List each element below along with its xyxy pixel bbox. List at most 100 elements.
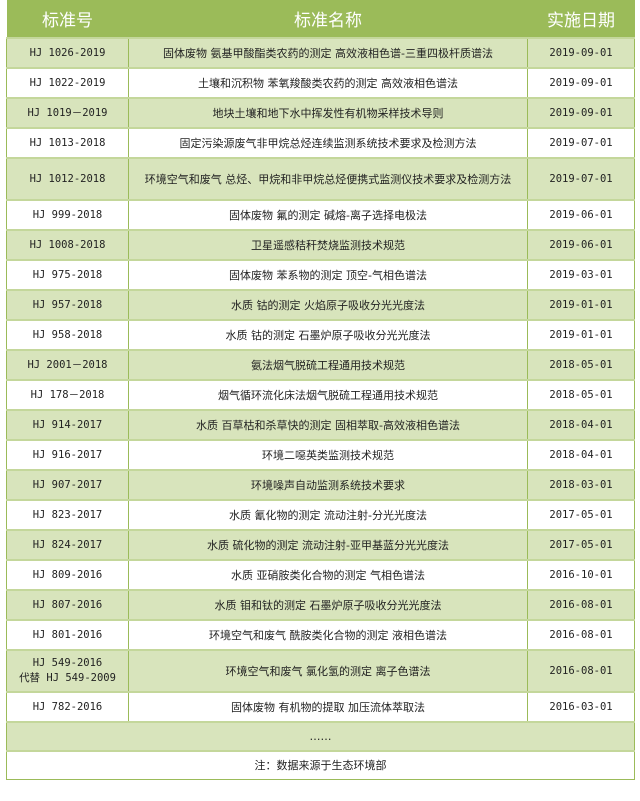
standard-name: 固体废物 氟的测定 碱熔-离子选择电极法 — [128, 199, 528, 231]
effective-date: 2017-05-01 — [527, 529, 635, 561]
standard-code: HJ 957-2018 — [6, 289, 129, 321]
effective-date: 2016-10-01 — [527, 559, 635, 591]
standard-name: 氨法烟气脱硫工程通用技术规范 — [128, 349, 528, 381]
standard-code: HJ 178－2018 — [6, 379, 129, 411]
standard-code: HJ 1012-2018 — [6, 157, 129, 201]
standard-code: HJ 1013-2018 — [6, 127, 129, 159]
code-text: HJ 801-2016 — [32, 628, 103, 641]
table-row: HJ 1008-2018 卫星遥感秸秆焚烧监测技术规范 2019-06-01 — [6, 229, 635, 261]
code-text: HJ 823-2017 — [32, 508, 103, 521]
standard-code: HJ 975-2018 — [6, 259, 129, 291]
table-row: HJ 807-2016 水质 钼和钛的测定 石墨炉原子吸收分光光度法 2016-08… — [6, 589, 635, 621]
code-text: HJ 549-2016 — [32, 657, 103, 669]
standard-code: HJ 914-2017 — [6, 409, 129, 441]
standard-code: HJ 2001－2018 — [6, 349, 129, 381]
standard-name: 水质 亚硝胺类化合物的测定 气相色谱法 — [128, 559, 528, 591]
effective-date: 2019-09-01 — [527, 67, 635, 99]
standard-code: HJ 1026-2019 — [6, 37, 129, 69]
code-text: HJ 1019－2019 — [27, 106, 108, 119]
effective-date: 2018-05-01 — [527, 349, 635, 381]
code-text: HJ 782-2016 — [32, 700, 103, 713]
table-row: HJ 1022-2019 土壤和沉积物 苯氧羧酸类农药的测定 高效液相色谱法 201… — [6, 67, 635, 99]
table-row: HJ 907-2017 环境噪声自动监测系统技术要求 2018-03-01 — [6, 469, 635, 501]
table-row: HJ 823-2017 水质 氰化物的测定 流动注射-分光光度法 2017-05-0… — [6, 499, 635, 531]
standard-name: 环境噪声自动监测系统技术要求 — [128, 469, 528, 501]
table-row: HJ 914-2017 水质 百草枯和杀草快的测定 固相萃取-高效液相色谱法 201… — [6, 409, 635, 441]
code-text: HJ 824-2017 — [32, 538, 103, 551]
standard-name: 水质 百草枯和杀草快的测定 固相萃取-高效液相色谱法 — [128, 409, 528, 441]
ellipsis-row: …… — [6, 721, 635, 752]
code-text: HJ 957-2018 — [32, 298, 103, 311]
code-text: HJ 809-2016 — [32, 568, 103, 581]
effective-date: 2019-09-01 — [527, 37, 635, 69]
standard-name: 固体废物 氨基甲酸酯类农药的测定 高效液相色谱-三重四极杆质谱法 — [128, 37, 528, 69]
table-row: HJ 1019－2019 地块土壤和地下水中挥发性有机物采样技术导则 2019-09… — [6, 97, 635, 129]
standard-code: HJ 807-2016 — [6, 589, 129, 621]
standard-name: 水质 硫化物的测定 流动注射-亚甲基蓝分光光度法 — [128, 529, 528, 561]
table-row: HJ 957-2018 水质 钴的测定 火焰原子吸收分光光度法 2019-01-01 — [6, 289, 635, 321]
table-row: HJ 782-2016 固体废物 有机物的提取 加压流体萃取法 2016-03-01 — [6, 691, 635, 723]
code-text: HJ 2001－2018 — [27, 358, 108, 371]
standard-name: 水质 氰化物的测定 流动注射-分光光度法 — [128, 499, 528, 531]
standard-name: 卫星遥感秸秆焚烧监测技术规范 — [128, 229, 528, 261]
effective-date: 2016-08-01 — [527, 649, 635, 693]
table-row: HJ 801-2016 环境空气和废气 酰胺类化合物的测定 液相色谱法 2016-0… — [6, 619, 635, 651]
table-row: HJ 809-2016 水质 亚硝胺类化合物的测定 气相色谱法 2016-10-01 — [6, 559, 635, 591]
header-date: 实施日期 — [527, 0, 635, 38]
standard-name: 土壤和沉积物 苯氧羧酸类农药的测定 高效液相色谱法 — [128, 67, 528, 99]
standard-code: HJ 801-2016 — [6, 619, 129, 651]
standard-name: 烟气循环流化床法烟气脱硫工程通用技术规范 — [128, 379, 528, 411]
standard-name: 环境空气和废气 氯化氢的测定 离子色谱法 — [128, 649, 528, 693]
standard-code: HJ 1019－2019 — [6, 97, 129, 129]
effective-date: 2016-08-01 — [527, 619, 635, 651]
standard-name: 环境空气和废气 总烃、甲烷和非甲烷总烃便携式监测仪技术要求及检测方法 — [128, 157, 528, 201]
table-row: HJ 178－2018 烟气循环流化床法烟气脱硫工程通用技术规范 2018-05-0… — [6, 379, 635, 411]
standard-name: 水质 钴的测定 石墨炉原子吸收分光光度法 — [128, 319, 528, 351]
standard-code: HJ 549-2016 代替 HJ 549-2009 — [6, 649, 129, 693]
standard-name: 水质 钼和钛的测定 石墨炉原子吸收分光光度法 — [128, 589, 528, 621]
header-row: 标准号 标准名称 实施日期 — [6, 0, 635, 38]
effective-date: 2016-03-01 — [527, 691, 635, 723]
effective-date: 2018-05-01 — [527, 379, 635, 411]
standard-code: HJ 782-2016 — [6, 691, 129, 723]
table-row: HJ 1012-2018 环境空气和废气 总烃、甲烷和非甲烷总烃便携式监测仪技术要… — [6, 157, 635, 201]
effective-date: 2018-04-01 — [527, 439, 635, 471]
effective-date: 2019-09-01 — [527, 97, 635, 129]
standard-code: HJ 809-2016 — [6, 559, 129, 591]
effective-date: 2018-04-01 — [527, 409, 635, 441]
standard-name: 固体废物 苯系物的测定 顶空-气相色谱法 — [128, 259, 528, 291]
code-text: HJ 1012-2018 — [29, 172, 106, 185]
effective-date: 2019-07-01 — [527, 127, 635, 159]
table-row: HJ 916-2017 环境二噁英类监测技术规范 2018-04-01 — [6, 439, 635, 471]
header-code: 标准号 — [6, 0, 129, 38]
standard-code: HJ 1008-2018 — [6, 229, 129, 261]
standard-code: HJ 823-2017 — [6, 499, 129, 531]
code-text: HJ 999-2018 — [32, 208, 103, 221]
standard-code: HJ 958-2018 — [6, 319, 129, 351]
code-text: HJ 914-2017 — [32, 418, 103, 431]
table-row: HJ 1013-2018 固定污染源废气非甲烷总烃连续监测系统技术要求及检测方法 2… — [6, 127, 635, 159]
table-row: HJ 549-2016 代替 HJ 549-2009 环境空气和废气 氯化氢的测定 … — [6, 649, 635, 693]
table-row: HJ 824-2017 水质 硫化物的测定 流动注射-亚甲基蓝分光光度法 2017-… — [6, 529, 635, 561]
effective-date: 2019-01-01 — [527, 319, 635, 351]
source-note: 注：数据来源于生态环境部 — [6, 750, 635, 780]
table-row: HJ 975-2018 固体废物 苯系物的测定 顶空-气相色谱法 2019-03-0… — [6, 259, 635, 291]
standard-code: HJ 907-2017 — [6, 469, 129, 501]
table-row: HJ 958-2018 水质 钴的测定 石墨炉原子吸收分光光度法 2019-01-0… — [6, 319, 635, 351]
code-text: HJ 907-2017 — [32, 478, 103, 491]
table-row: HJ 2001－2018 氨法烟气脱硫工程通用技术规范 2018-05-01 — [6, 349, 635, 381]
table-row: HJ 999-2018 固体废物 氟的测定 碱熔-离子选择电极法 2019-06-0… — [6, 199, 635, 231]
code-text: HJ 1013-2018 — [29, 136, 106, 149]
effective-date: 2019-07-01 — [527, 157, 635, 201]
standard-code: HJ 1022-2019 — [6, 67, 129, 99]
code-text: HJ 807-2016 — [32, 598, 103, 611]
code-text: HJ 1008-2018 — [29, 238, 106, 251]
effective-date: 2019-06-01 — [527, 229, 635, 261]
standard-name: 环境二噁英类监测技术规范 — [128, 439, 528, 471]
code-text: HJ 916-2017 — [32, 448, 103, 461]
effective-date: 2016-08-01 — [527, 589, 635, 621]
code-text: HJ 1022-2019 — [29, 76, 106, 89]
effective-date: 2018-03-01 — [527, 469, 635, 501]
header-name: 标准名称 — [128, 0, 528, 38]
code-text: HJ 178－2018 — [30, 388, 105, 401]
